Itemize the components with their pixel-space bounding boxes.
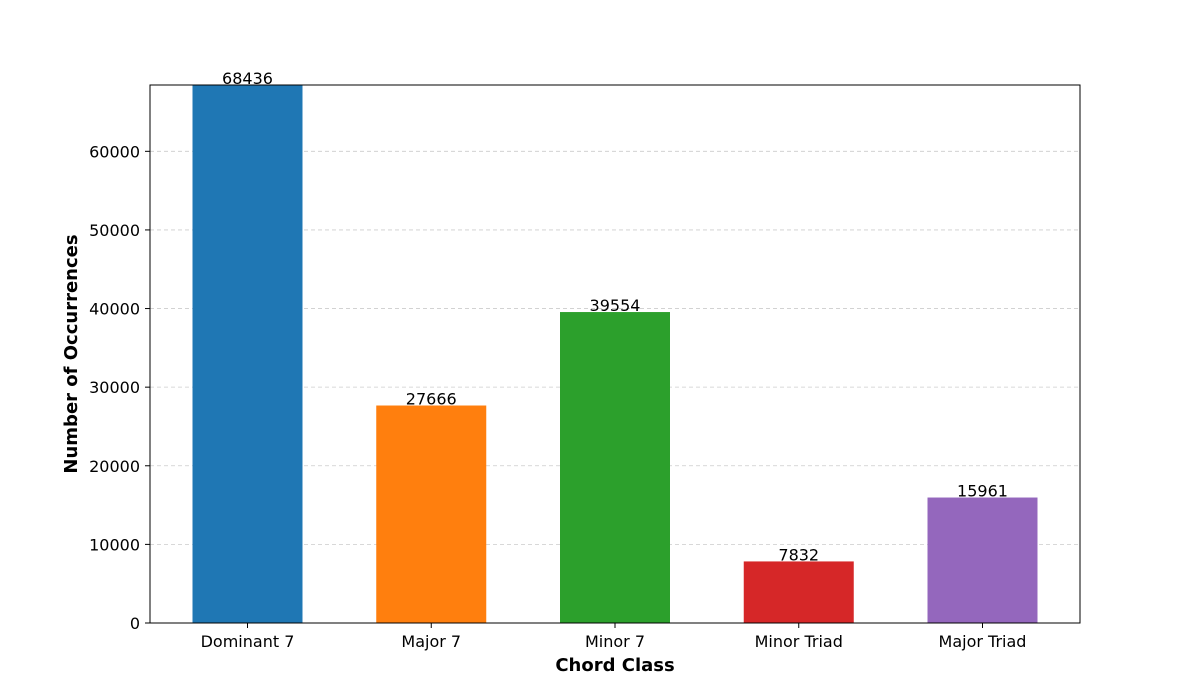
x-tick-label: Minor Triad: [755, 632, 843, 651]
y-tick-label: 40000: [89, 300, 140, 319]
bar: [743, 561, 854, 623]
y-tick-label: 20000: [89, 457, 140, 476]
y-tick-label: 60000: [89, 142, 140, 161]
x-tick-label: Minor 7: [585, 632, 645, 651]
data-label: 39554: [590, 296, 641, 315]
bars: [192, 85, 1038, 623]
data-label: 7832: [778, 545, 819, 564]
bar: [376, 405, 487, 623]
y-tick-label: 10000: [89, 535, 140, 554]
x-tick-label: Major 7: [401, 632, 461, 651]
x-tick-label: Major Triad: [939, 632, 1027, 651]
bar: [192, 85, 303, 623]
y-axis-title: Number of Occurrences: [61, 234, 82, 473]
bar: [927, 497, 1038, 623]
y-axis-ticks: 0 10000 20000 30000 40000 50000 60000: [89, 142, 150, 633]
bar: [560, 312, 670, 623]
x-axis-title: Chord Class: [555, 655, 674, 676]
y-tick-label: 50000: [89, 221, 140, 240]
data-label: 68436: [222, 69, 273, 88]
x-axis-ticks: Dominant 7 Major 7 Minor 7 Minor Triad Major…: [201, 623, 1027, 651]
data-labels: 68436 27666 39554 7832 15961: [222, 69, 1008, 564]
x-tick-label: Dominant 7: [201, 632, 295, 651]
y-tick-label: 0: [130, 614, 140, 633]
data-label: 27666: [406, 390, 457, 409]
data-label: 15961: [957, 482, 1008, 501]
y-tick-label: 30000: [89, 378, 140, 397]
